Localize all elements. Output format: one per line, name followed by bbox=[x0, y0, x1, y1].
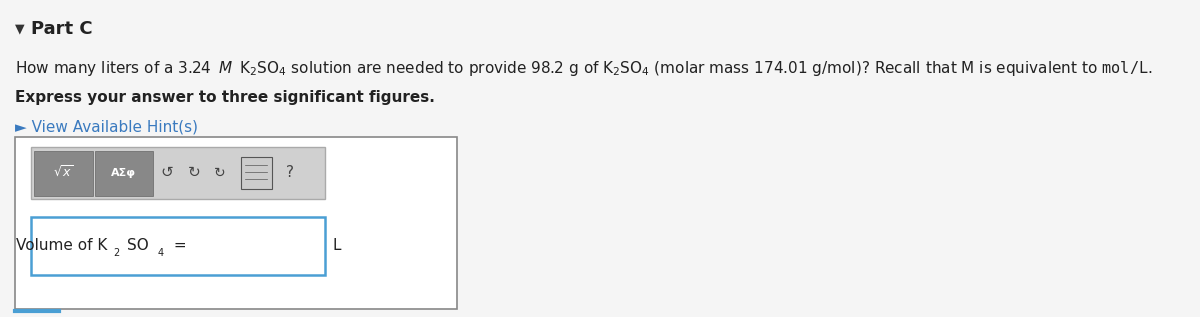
Text: ↻: ↻ bbox=[187, 165, 200, 180]
Text: ↺: ↺ bbox=[161, 165, 174, 180]
FancyBboxPatch shape bbox=[35, 151, 92, 196]
Text: Part C: Part C bbox=[31, 20, 92, 38]
FancyBboxPatch shape bbox=[95, 151, 154, 196]
Text: How many liters of a 3.24  $\mathit{M}$  K$_2$SO$_4$ solution are needed to prov: How many liters of a 3.24 $\mathit{M}$ K… bbox=[14, 59, 1152, 78]
Text: $\sqrt{x}$: $\sqrt{x}$ bbox=[53, 165, 74, 180]
Text: Volume of K: Volume of K bbox=[17, 238, 108, 254]
Text: L: L bbox=[332, 238, 341, 254]
FancyBboxPatch shape bbox=[31, 217, 324, 275]
Text: ▼: ▼ bbox=[14, 22, 24, 35]
Text: Express your answer to three significant figures.: Express your answer to three significant… bbox=[14, 90, 434, 105]
Text: SO: SO bbox=[127, 238, 149, 254]
Text: ► View Available Hint(s): ► View Available Hint(s) bbox=[14, 119, 198, 134]
FancyBboxPatch shape bbox=[14, 137, 456, 309]
FancyBboxPatch shape bbox=[240, 157, 271, 189]
Text: ΑΣφ: ΑΣφ bbox=[112, 167, 137, 178]
Text: ↻: ↻ bbox=[215, 165, 226, 179]
Text: 2: 2 bbox=[114, 248, 120, 257]
Text: =: = bbox=[169, 238, 186, 254]
Text: 4: 4 bbox=[157, 248, 163, 257]
FancyBboxPatch shape bbox=[31, 147, 324, 199]
Text: ?: ? bbox=[286, 165, 294, 180]
